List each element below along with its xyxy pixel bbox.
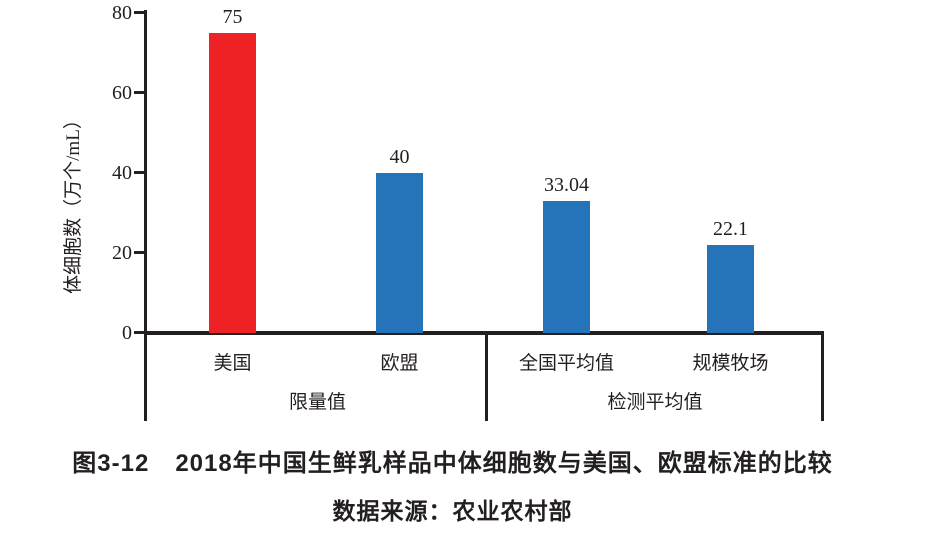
y-axis-tick-label-40: 40 [112,162,132,184]
bar-scale-farm [707,245,754,333]
group-label-limit: 限量值 [288,392,346,413]
y-axis-title: 体细胞数（万个/mL） [63,110,84,294]
bar-value-label-scale-farm: 22.1 [713,218,748,240]
y-axis-tick-80 [134,11,145,14]
y-axis-tick-20 [134,251,145,254]
group-divider-right [821,331,824,421]
bar-value-label-national-average: 33.04 [544,174,589,196]
figure-number: 图3-12 [72,450,150,477]
bar-eu [376,173,423,333]
y-axis-tick-label-0: 0 [122,322,132,344]
category-label-eu: 欧盟 [380,353,419,374]
caption-block: 图3-12 2018年中国生鲜乳样品中体细胞数与美国、欧盟标准的比较 数据来源：农… [0,449,905,525]
figure-title: 2018年中国生鲜乳样品中体细胞数与美国、欧盟标准的比较 [175,450,833,477]
bar-usa [209,33,256,333]
y-axis-tick-label-80: 80 [112,2,132,24]
group-label-detected-average: 检测平均值 [607,392,703,413]
y-axis-tick-60 [134,91,145,94]
bar-value-label-eu: 40 [389,146,410,168]
category-label-usa: 美国 [213,353,252,374]
y-axis-tick-0 [134,331,145,334]
y-axis-line [144,10,147,421]
figure-caption: 图3-12 2018年中国生鲜乳样品中体细胞数与美国、欧盟标准的比较 [0,449,905,479]
y-axis-tick-40 [134,171,145,174]
y-axis-tick-label-20: 20 [112,242,132,264]
y-axis-tick-label-60: 60 [112,82,132,104]
data-source-note: 数据来源：农业农村部 [332,498,573,524]
group-divider-middle [485,331,488,421]
x-axis-baseline [144,331,824,335]
bar-national-average [543,201,590,333]
category-label-scale-farm: 规模牧场 [692,353,769,374]
category-label-national-average: 全国平均值 [518,353,614,374]
bar-value-label-usa: 75 [222,6,243,28]
